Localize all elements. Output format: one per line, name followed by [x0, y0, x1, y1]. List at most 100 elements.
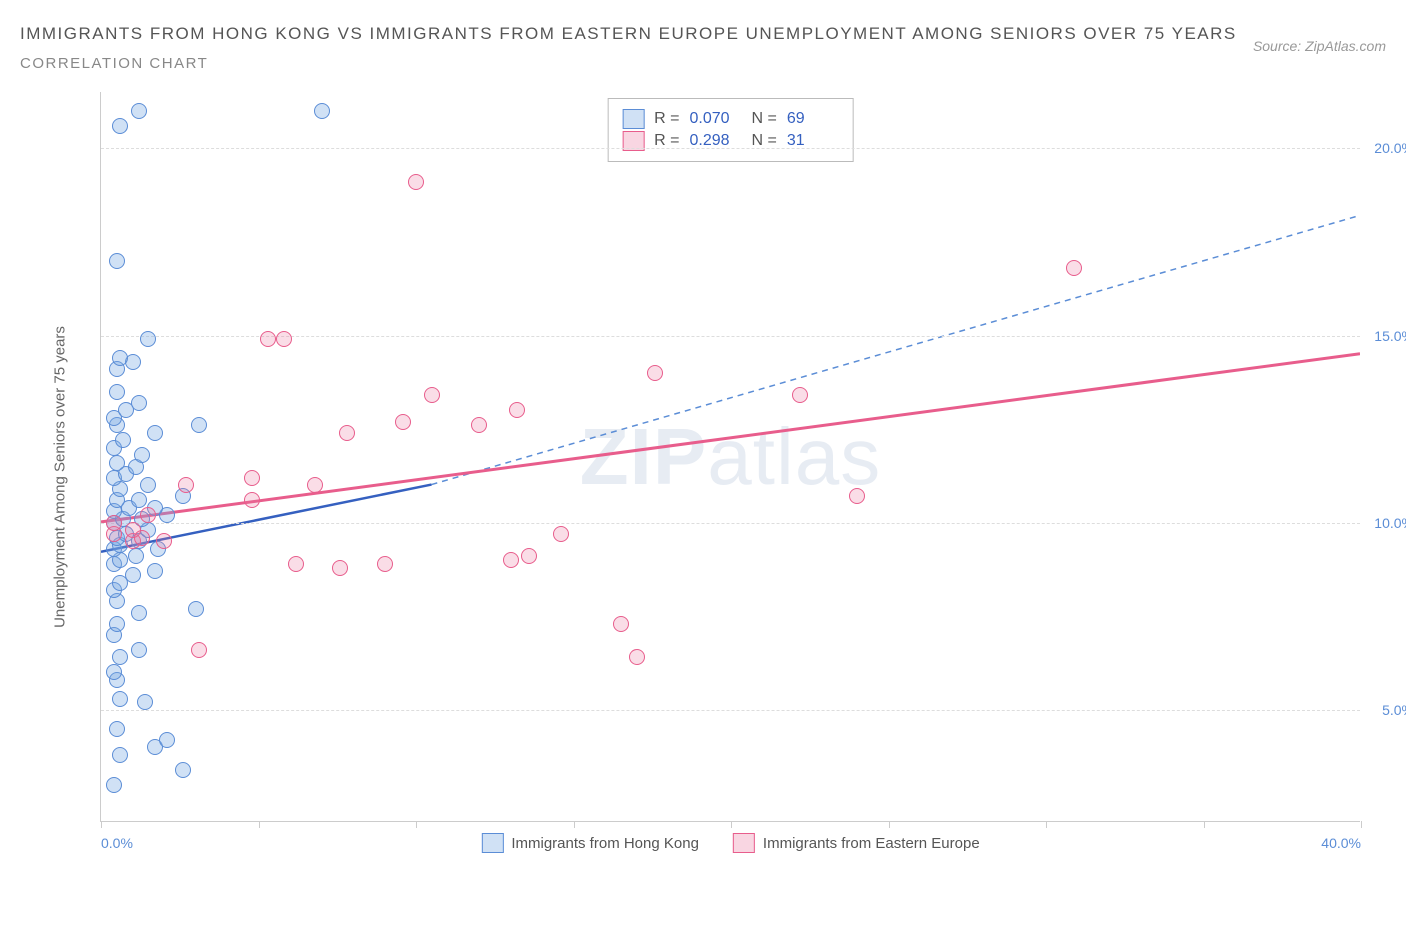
data-point [109, 616, 125, 632]
data-point [131, 492, 147, 508]
data-point [613, 616, 629, 632]
watermark-bold: ZIP [580, 412, 707, 501]
data-point [288, 556, 304, 572]
data-point [109, 384, 125, 400]
swatch-blue-icon [481, 833, 503, 853]
data-point [395, 414, 411, 430]
gridline [101, 710, 1360, 711]
data-point [147, 563, 163, 579]
x-tick-label: 0.0% [101, 835, 133, 851]
data-point [134, 447, 150, 463]
chart-title: IMMIGRANTS FROM HONG KONG VS IMMIGRANTS … [20, 20, 1237, 47]
data-point [503, 552, 519, 568]
data-point [792, 387, 808, 403]
data-point [332, 560, 348, 576]
x-tick-label: 40.0% [1321, 835, 1361, 851]
data-point [521, 548, 537, 564]
data-point [112, 350, 128, 366]
data-point [314, 103, 330, 119]
legend-label-blue: Immigrants from Hong Kong [511, 835, 699, 852]
data-point [244, 492, 260, 508]
data-point [471, 417, 487, 433]
legend-bottom: Immigrants from Hong Kong Immigrants fro… [481, 833, 979, 853]
legend-item-pink: Immigrants from Eastern Europe [733, 833, 980, 853]
data-point [134, 530, 150, 546]
data-point [131, 103, 147, 119]
x-tick [889, 821, 890, 828]
data-point [188, 601, 204, 617]
data-point [244, 470, 260, 486]
data-point [147, 425, 163, 441]
x-tick [1046, 821, 1047, 828]
watermark: ZIPatlas [580, 411, 881, 503]
data-point [106, 515, 122, 531]
data-point [109, 721, 125, 737]
swatch-blue-icon [622, 109, 644, 129]
data-point [156, 533, 172, 549]
swatch-pink-icon [733, 833, 755, 853]
data-point [140, 507, 156, 523]
trend-lines [101, 92, 1360, 821]
gridline [101, 523, 1360, 524]
legend-item-blue: Immigrants from Hong Kong [481, 833, 699, 853]
data-point [106, 664, 122, 680]
r-value-blue: 0.070 [690, 110, 742, 128]
data-point [629, 649, 645, 665]
data-point [260, 331, 276, 347]
x-tick [574, 821, 575, 828]
x-tick [1204, 821, 1205, 828]
source-text: Source: ZipAtlas.com [1253, 38, 1386, 54]
data-point [112, 691, 128, 707]
data-point [339, 425, 355, 441]
data-point [112, 649, 128, 665]
y-axis-label: Unemployment Among Seniors over 75 years [52, 326, 69, 628]
data-point [137, 694, 153, 710]
data-point [112, 747, 128, 763]
data-point [276, 331, 292, 347]
stats-legend: R = 0.070 N = 69 R = 0.298 N = 31 [607, 98, 854, 162]
x-tick [259, 821, 260, 828]
data-point [191, 417, 207, 433]
data-point [509, 402, 525, 418]
legend-label-pink: Immigrants from Eastern Europe [763, 835, 980, 852]
data-point [106, 777, 122, 793]
x-tick [1361, 821, 1362, 828]
chart-container: Unemployment Among Seniors over 75 years… [80, 92, 1380, 862]
y-tick-label: 15.0% [1374, 328, 1406, 344]
data-point [159, 732, 175, 748]
n-value-blue: 69 [787, 110, 839, 128]
x-tick [731, 821, 732, 828]
data-point [191, 642, 207, 658]
stats-row-blue: R = 0.070 N = 69 [622, 109, 839, 129]
data-point [131, 642, 147, 658]
y-tick-label: 20.0% [1374, 140, 1406, 156]
data-point [178, 477, 194, 493]
r-label: R = [654, 110, 679, 128]
x-tick [416, 821, 417, 828]
data-point [112, 118, 128, 134]
data-point [307, 477, 323, 493]
data-point [424, 387, 440, 403]
data-point [128, 548, 144, 564]
data-point [553, 526, 569, 542]
gridline [101, 148, 1360, 149]
data-point [175, 762, 191, 778]
data-point [377, 556, 393, 572]
data-point [849, 488, 865, 504]
data-point [125, 567, 141, 583]
data-point [140, 477, 156, 493]
y-tick-label: 10.0% [1374, 515, 1406, 531]
plot-area: ZIPatlas R = 0.070 N = 69 R = 0.298 N = … [100, 92, 1360, 822]
data-point [109, 253, 125, 269]
data-point [109, 455, 125, 471]
data-point [131, 395, 147, 411]
data-point [408, 174, 424, 190]
data-point [131, 605, 147, 621]
n-label: N = [752, 110, 777, 128]
data-point [1066, 260, 1082, 276]
y-tick-label: 5.0% [1382, 702, 1406, 718]
chart-subtitle: CORRELATION CHART [20, 55, 1237, 72]
x-tick [101, 821, 102, 828]
data-point [115, 432, 131, 448]
data-point [647, 365, 663, 381]
